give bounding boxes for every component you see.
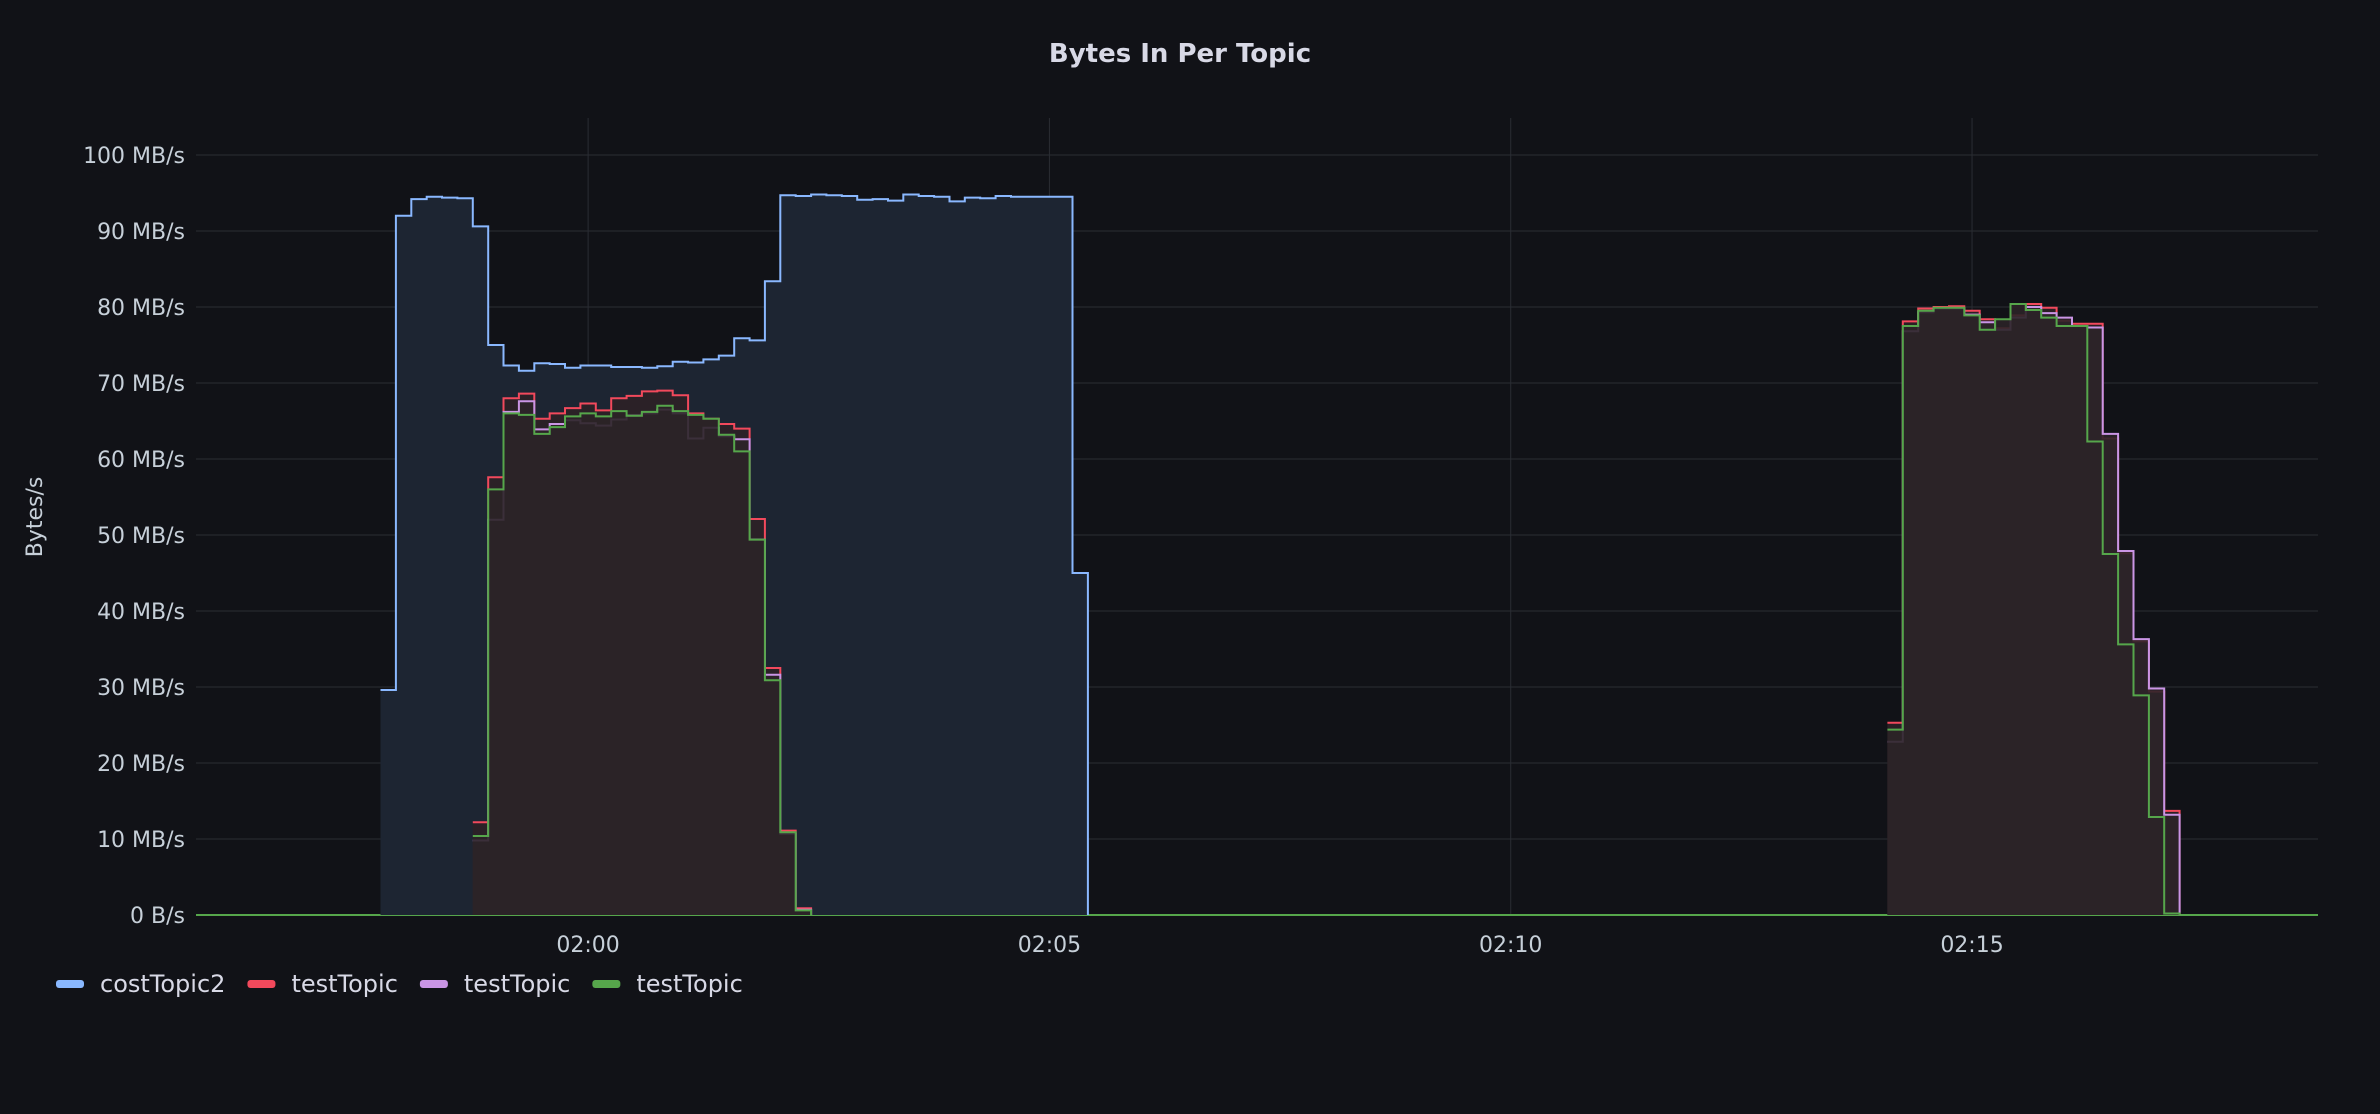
y-tick-label: 90 MB/s — [97, 220, 185, 245]
x-tick-label: 02:15 — [1940, 933, 2003, 958]
x-tick-label: 02:05 — [1018, 933, 1081, 958]
y-tick-label: 10 MB/s — [97, 828, 185, 853]
series-line — [1887, 303, 2181, 915]
legend: costTopic2 testTopic testTopic testTopic — [56, 970, 743, 998]
y-tick-label: 60 MB/s — [97, 448, 185, 473]
legend-swatch — [592, 980, 621, 988]
y-tick-label: 50 MB/s — [97, 524, 185, 549]
y-tick-label: 70 MB/s — [97, 372, 185, 397]
chart-title: Bytes In Per Topic — [1049, 39, 1311, 69]
y-tick-label: 100 MB/s — [83, 144, 185, 169]
y-axis-label: Bytes/s — [23, 477, 48, 558]
legend-label: costTopic2 — [100, 970, 225, 998]
legend-swatch — [419, 980, 448, 988]
x-axis-ticks: 02:00 02:05 02:10 02:15 — [556, 933, 2003, 958]
y-tick-label: 20 MB/s — [97, 752, 185, 777]
y-tick-label: 40 MB/s — [97, 600, 185, 625]
series-area — [472, 405, 812, 915]
series-area — [1887, 304, 2180, 915]
legend-item[interactable]: testTopic — [419, 970, 570, 998]
x-tick-label: 02:10 — [1479, 933, 1542, 958]
y-tick-label: 0 B/s — [130, 904, 185, 929]
legend-swatch — [56, 980, 84, 988]
legend-item[interactable]: testTopic — [247, 970, 398, 998]
legend-item[interactable]: testTopic — [592, 970, 743, 998]
y-tick-label: 30 MB/s — [97, 676, 185, 701]
legend-swatch — [247, 980, 276, 988]
x-tick-label: 02:00 — [556, 933, 619, 958]
y-tick-label: 80 MB/s — [97, 296, 185, 321]
legend-label: testTopic — [636, 970, 742, 998]
legend-label: testTopic — [464, 970, 570, 998]
plot-area — [196, 193, 2318, 916]
legend-item[interactable]: costTopic2 — [56, 970, 225, 998]
series-line — [472, 404, 813, 915]
series-line — [380, 193, 1089, 915]
legend-label: testTopic — [291, 970, 397, 998]
series-3 — [472, 303, 2181, 915]
y-axis-ticks: 0 B/s 10 MB/s 20 MB/s 30 MB/s 40 MB/s 50 MB/s… — [83, 144, 185, 929]
